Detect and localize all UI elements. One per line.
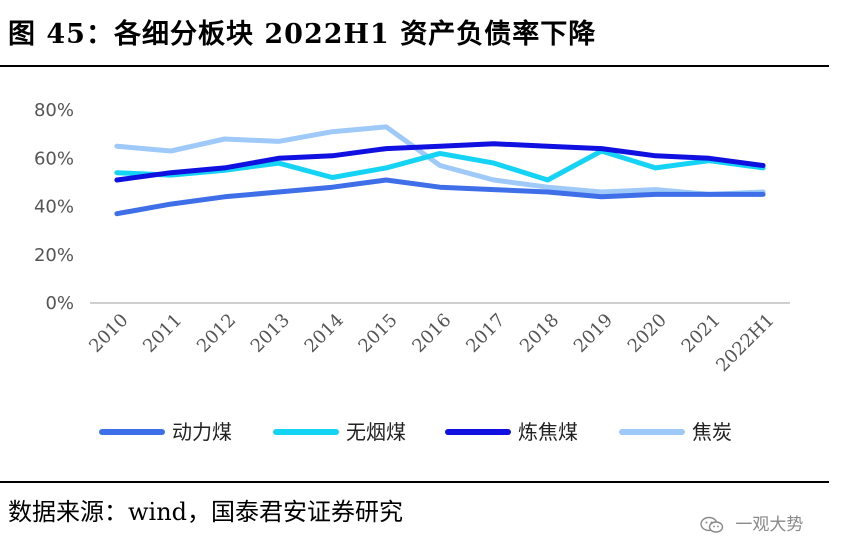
- legend: 动力煤 无烟煤 炼焦煤 焦炭: [99, 420, 732, 444]
- series-line-动力煤: [114, 177, 766, 217]
- y-tick-label: 40%: [34, 197, 74, 218]
- y-tick-label: 0%: [45, 293, 74, 314]
- x-tick-label: 2011: [139, 310, 186, 357]
- x-tick-label: 2010: [85, 310, 132, 357]
- x-tick-label: 2012: [193, 310, 240, 357]
- watermark-text: 一观大势: [735, 515, 804, 535]
- source-note: 数据来源：wind，国泰君安证券研究: [8, 498, 404, 526]
- x-tick-label: 2021: [678, 310, 725, 357]
- legend-label: 无烟煤: [346, 420, 406, 444]
- watermark: 一观大势: [700, 510, 803, 535]
- x-tick-label: 2015: [354, 310, 401, 357]
- y-tick-label: 20%: [34, 245, 74, 266]
- series-line-炼焦煤: [114, 141, 766, 183]
- figure-title: 图 45：各细分板块 2022H1 资产负债率下降: [8, 19, 597, 50]
- x-tick-label: 2016: [408, 310, 455, 357]
- source-rule: [0, 481, 829, 483]
- x-tick-label: 2018: [516, 310, 563, 357]
- y-tick-label: 80%: [34, 100, 74, 121]
- x-tick-label: 2019: [570, 310, 617, 357]
- series-lines: [114, 124, 766, 217]
- legend-label: 动力煤: [172, 420, 232, 444]
- x-tick-label: 2014: [301, 310, 348, 357]
- x-axis-ticks: 2010 2011 2012 2013 2014 2015 2016 2017 2018 2019…: [85, 310, 778, 376]
- y-tick-label: 60%: [34, 148, 74, 169]
- x-tick-label: 2020: [624, 310, 671, 357]
- series-line-焦炭: [114, 124, 766, 197]
- x-tick-label: 2013: [247, 310, 294, 357]
- y-axis-ticks: 0% 20% 40% 60% 80%: [34, 100, 74, 314]
- legend-label: 焦炭: [692, 420, 732, 444]
- line-chart: 0%20%40%60%80% 2010 2011 2012 2013 2014 2015 2…: [34, 100, 790, 444]
- x-tick-label: 2017: [462, 310, 509, 357]
- title-rule: [0, 65, 829, 67]
- x-tick-label: 2022H1: [712, 310, 778, 376]
- legend-label: 炼焦煤: [518, 420, 578, 444]
- wechat-icon: [700, 516, 724, 533]
